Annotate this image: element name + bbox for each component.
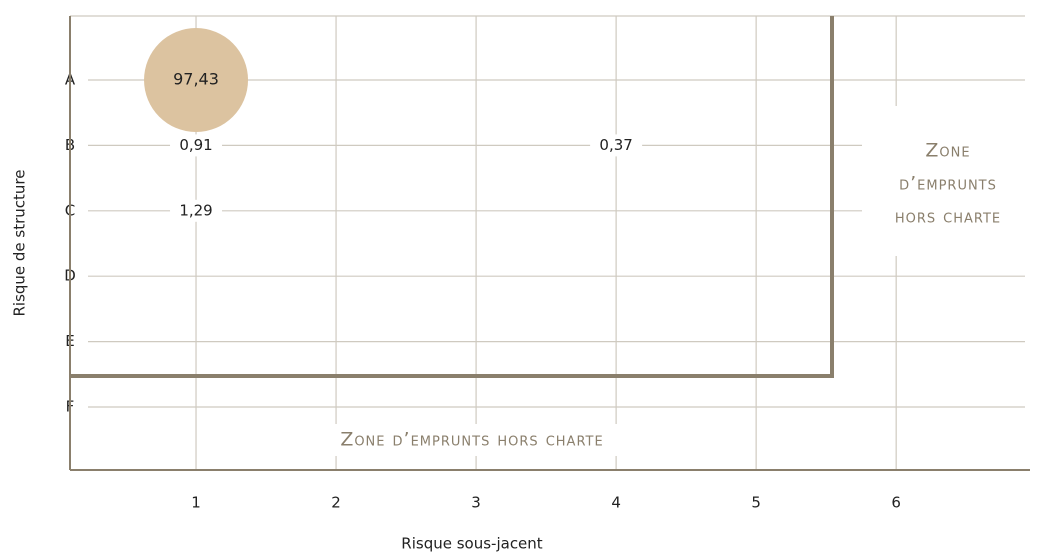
data-label: 97,43 [173,70,219,89]
zone-boundary [70,16,834,378]
y-axis-label: Risque de structure [11,169,29,316]
x-tick-label: 3 [471,494,481,512]
annotation: Zone [925,140,970,162]
annotation-bg [862,106,1034,256]
annotation: d’emprunts [899,173,997,195]
x-tick-label: 4 [611,494,621,512]
annotation-bg [272,424,672,456]
data-label: 1,29 [179,201,212,219]
x-axis-label: Risque sous-jacent [401,535,542,553]
label-bg [170,134,223,157]
x-tick-label: 6 [891,494,901,512]
annotation: Zone d’emprunts hors charte [340,429,603,451]
bubble [144,28,249,132]
label-bg [170,199,223,222]
data-label: 0,37 [599,136,632,154]
annotation: hors charte [895,206,1001,228]
x-tick-label: 2 [331,494,341,512]
label-bg [590,134,643,157]
x-tick-label: 1 [191,494,201,512]
data-label: 0,91 [179,136,212,154]
x-tick-label: 5 [751,494,761,512]
